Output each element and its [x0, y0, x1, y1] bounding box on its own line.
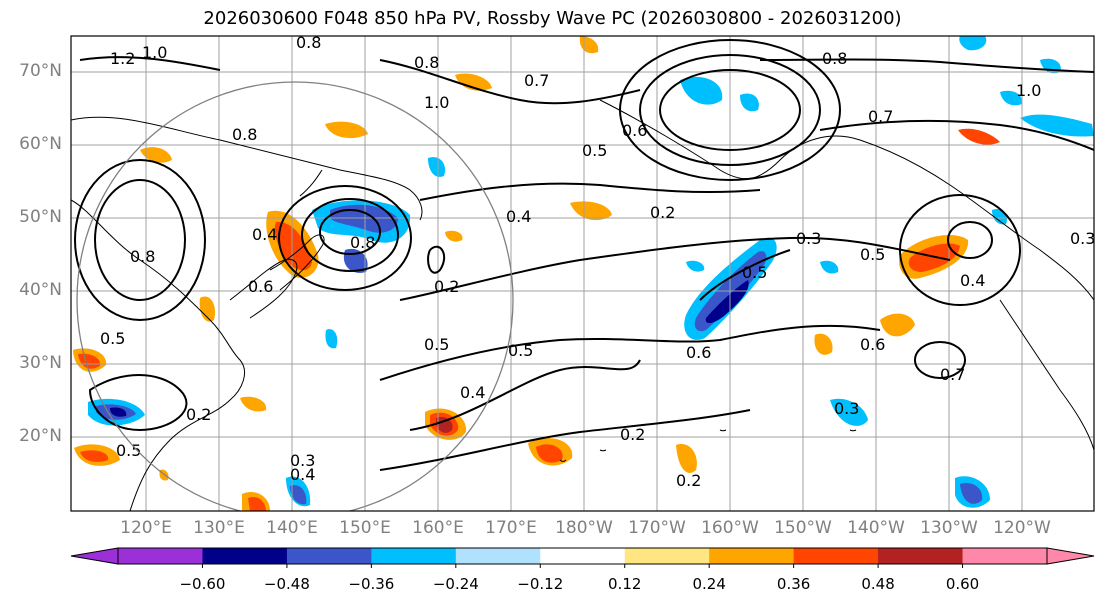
lon-label-140w: 140°W — [847, 518, 905, 538]
lon-label-160w: 160°W — [701, 518, 759, 538]
contour-label: 0.8 — [414, 53, 439, 72]
contour-label: 0.8 — [296, 33, 321, 52]
contour-label: 0.3 — [834, 399, 859, 418]
lat-label-40n: 40°N — [19, 280, 62, 300]
colorbar-extend-max — [1046, 547, 1095, 565]
lon-label-120e: 120°E — [120, 518, 172, 538]
contour-label: 0.6 — [248, 277, 273, 296]
contour-label: 0.2 — [676, 471, 701, 490]
figure-title: 2026030600 F048 850 hPa PV, Rossby Wave … — [203, 8, 902, 29]
colorbar-tick-label: −0.24 — [432, 575, 479, 593]
colorbar-segment — [371, 548, 457, 564]
colorbar-segment — [286, 548, 372, 564]
lon-label-170e: 170°E — [485, 518, 537, 538]
contour-label: 0.4 — [460, 383, 485, 402]
lon-label-130e: 130°E — [193, 518, 245, 538]
contour-label: 0.5 — [508, 341, 533, 360]
colorbar-segment — [455, 548, 541, 564]
contour-label: 0.5 — [742, 263, 767, 282]
colorbar-tick-label: −0.60 — [179, 575, 226, 593]
graticule — [71, 36, 1094, 511]
contour-label: 0.5 — [860, 245, 885, 264]
contour-label: 0.7 — [868, 107, 893, 126]
contour-label: 0.3 — [1070, 229, 1095, 248]
contour-label: 0.4 — [960, 271, 985, 290]
contour-label: 0.5 — [100, 329, 125, 348]
colorbar-segment — [793, 548, 879, 564]
colorbar-segment — [624, 548, 710, 564]
colorbar-segment — [118, 548, 203, 564]
colorbar-segment — [709, 548, 795, 564]
contour-label: 0.4 — [506, 207, 531, 226]
contour-label: 1.0 — [1016, 81, 1041, 100]
colorbar-segment — [202, 548, 288, 564]
lon-label-140e: 140°E — [266, 518, 318, 538]
colorbar-tick-label: 0.60 — [945, 575, 980, 593]
colorbar-frame — [117, 547, 1048, 565]
colorbar-tick-label: −0.48 — [263, 575, 310, 593]
contour-label: 0.8 — [232, 125, 257, 144]
contour-label: 0.4 — [252, 225, 277, 244]
contour-label: 0.8 — [350, 233, 375, 252]
contour-label: 0.5 — [582, 141, 607, 160]
lon-label-160e: 160°E — [412, 518, 464, 538]
contour-label: 0.7 — [940, 365, 965, 384]
contour-label: 0.3 — [290, 451, 315, 470]
map-panel: 1.2 1.0 0.8 0.8 0.8 1.0 0.7 0.7 0.5 0.4 … — [71, 33, 1095, 511]
lon-label-150w: 150°W — [774, 518, 832, 538]
contour-label: 0.5 — [424, 335, 449, 354]
lat-label-20n: 20°N — [19, 426, 62, 446]
contour-label: 1.0 — [424, 93, 449, 112]
lon-label-170w: 170°W — [628, 518, 686, 538]
colorbar-segment — [878, 548, 964, 564]
colorbar-tick-label: −0.36 — [348, 575, 395, 593]
contour-label: 0.2 — [620, 425, 645, 444]
contour-label: 1.0 — [142, 43, 167, 62]
pv-contours — [74, 39, 1094, 471]
lon-label-150e: 150°E — [339, 518, 391, 538]
contour-label: 0.8 — [822, 49, 847, 68]
coastlines — [71, 99, 1094, 511]
lon-label-120w: 120°W — [993, 518, 1051, 538]
contour-label: 0.8 — [130, 247, 155, 266]
colorbar-tick-label: −0.12 — [517, 575, 564, 593]
region-circle — [76, 81, 514, 511]
contour-labels: 1.2 1.0 0.8 0.8 0.8 1.0 0.7 0.7 0.5 0.4 … — [100, 33, 1095, 490]
contour-label: 0.2 — [650, 203, 675, 222]
lon-label-180w: 180°W — [555, 518, 613, 538]
contour-label: 1.2 — [110, 49, 135, 68]
colorbar-segment — [962, 548, 1048, 564]
contour-label: 0.4 — [290, 465, 315, 484]
colorbar-tick-label: 0.24 — [692, 575, 726, 593]
contour-label: 0.5 — [116, 441, 141, 460]
contour-label: 0.2 — [186, 405, 211, 424]
lat-label-60n: 60°N — [19, 134, 62, 154]
colorbar-tick-label: 0.48 — [861, 575, 895, 593]
lat-label-30n: 30°N — [19, 353, 62, 373]
colorbar-segment — [540, 548, 626, 564]
contour-label: 0.7 — [524, 71, 549, 90]
lat-label-70n: 70°N — [19, 61, 62, 81]
contour-label: 0.3 — [796, 229, 821, 248]
contour-label: 0.6 — [860, 335, 885, 354]
contour-label: 0.6 — [622, 121, 647, 140]
contour-label: 0.2 — [434, 277, 459, 296]
colorbar — [70, 547, 1095, 568]
colorbar-extend-min — [70, 547, 119, 565]
contour-label: 0.6 — [686, 343, 711, 362]
lon-label-130w: 130°W — [920, 518, 978, 538]
colorbar-tick-label: 0.12 — [608, 575, 642, 593]
colorbar-tick-label: 0.36 — [776, 575, 811, 593]
map-frame — [70, 35, 1095, 512]
lat-label-50n: 50°N — [19, 207, 62, 227]
